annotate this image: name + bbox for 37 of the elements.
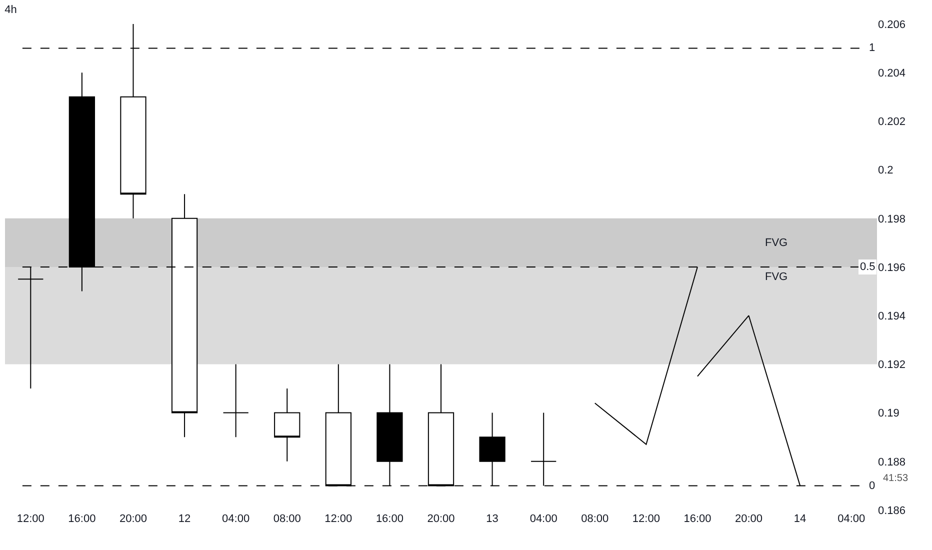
x-tick-label: 12:00: [16, 513, 44, 525]
x-tick-label: 16:00: [376, 513, 404, 525]
x-tick-label: 12:00: [632, 513, 660, 525]
y-tick-label: 0.188: [878, 456, 906, 468]
y-tick-label: 0.202: [878, 116, 906, 128]
x-tick-label: 20:00: [734, 513, 763, 525]
y-tick-label: 0.186: [878, 504, 906, 517]
x-tick-label: 20:00: [427, 513, 455, 525]
band-label: FVG: [765, 271, 788, 283]
annotation: 0.5: [860, 261, 876, 273]
x-tick-label: 04:00: [530, 513, 558, 525]
y-tick-label: 0.198: [878, 213, 906, 226]
y-tick-label: 0.192: [878, 359, 906, 372]
band-label: FVG: [765, 237, 788, 249]
x-tick-label: 13: [486, 513, 498, 525]
y-tick-label: 0.19: [878, 408, 900, 420]
x-tick-label: 12:00: [324, 513, 352, 525]
x-tick-label: 16:00: [684, 513, 712, 525]
y-tick-label: 0.2: [878, 164, 894, 177]
y-tick-label: 0.196: [878, 262, 906, 274]
y-tick-label: 0.206: [878, 18, 906, 31]
annotation: 1: [869, 42, 876, 54]
y-tick-label: 0.194: [878, 310, 906, 322]
annotation: 0: [869, 480, 876, 492]
x-tick-label: 14: [794, 513, 806, 525]
x-tick-label: 08:00: [581, 513, 609, 525]
x-tick-label: 16:00: [68, 513, 96, 525]
candlestick: [222, 364, 249, 438]
x-tick-label: 04:00: [222, 513, 250, 525]
candlestick: [274, 388, 300, 462]
x-tick-label: 12: [178, 513, 191, 525]
chart-title: 4h: [4, 4, 17, 16]
text: 41:53: [883, 473, 908, 484]
x-tick-label: 08:00: [273, 513, 301, 525]
x-tick-label: 04:00: [838, 513, 866, 525]
x-tick-label: 20:00: [119, 513, 148, 525]
y-tick-label: 0.204: [878, 67, 906, 80]
